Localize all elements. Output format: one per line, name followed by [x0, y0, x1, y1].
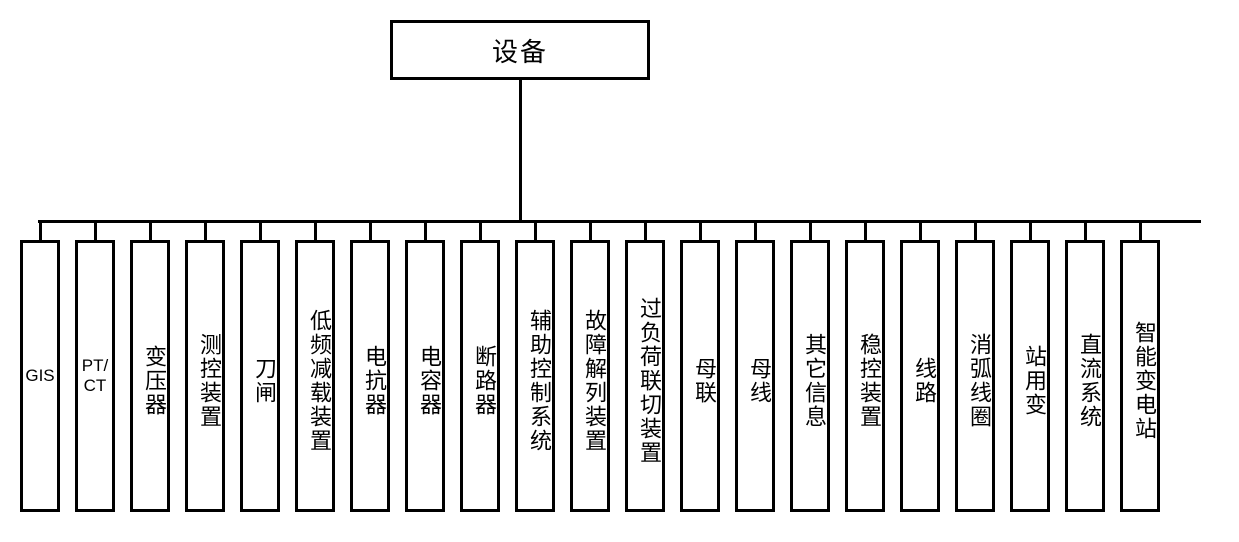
equipment-hierarchy-diagram: 设备 GIS PT/ CT 变压器 测控装置 刀闸 低频减载装置 电抗器 电容器 断路器 辅助控制系… [20, 20, 1219, 522]
child-node: 线路 [900, 240, 940, 512]
connector-drop [699, 220, 702, 240]
child-node: 断路器 [460, 240, 500, 512]
child-node: 稳控装置 [845, 240, 885, 512]
child-node: 消弧线圈 [955, 240, 995, 512]
child-label: 其它信息 [802, 333, 827, 429]
child-label: 智能变电站 [1132, 321, 1157, 441]
connector-drop [589, 220, 592, 240]
child-label: 电容器 [417, 345, 442, 417]
child-node: 智能变电站 [1120, 240, 1160, 512]
connector-drop [314, 220, 317, 240]
child-label: 电抗器 [362, 345, 387, 417]
child-node: 母联 [680, 240, 720, 512]
connector-drop [644, 220, 647, 240]
connector-drop [149, 220, 152, 240]
child-node: 过负荷联切装置 [625, 240, 665, 512]
child-node: 其它信息 [790, 240, 830, 512]
child-label: 线路 [912, 357, 937, 405]
connector-drop [479, 220, 482, 240]
connector-drop [809, 220, 812, 240]
connector-drop [94, 220, 97, 240]
connector-drop [534, 220, 537, 240]
connector-drop [369, 220, 372, 240]
connector-trunk [519, 80, 522, 220]
child-label: 测控装置 [197, 333, 222, 429]
child-node: 测控装置 [185, 240, 225, 512]
connector-drop [1029, 220, 1032, 240]
child-label: 变压器 [142, 345, 167, 417]
child-label: GIS [25, 366, 54, 386]
child-node: 电抗器 [350, 240, 390, 512]
connector-drop [39, 220, 42, 240]
child-label: PT/ CT [82, 356, 108, 395]
child-node: 站用变 [1010, 240, 1050, 512]
root-label: 设备 [492, 32, 548, 69]
child-label: 过负荷联切装置 [637, 297, 662, 465]
child-label: 稳控装置 [857, 333, 882, 429]
child-node: 低频减载装置 [295, 240, 335, 512]
child-node: 辅助控制系统 [515, 240, 555, 512]
connector-drop [1084, 220, 1087, 240]
connector-drop [1139, 220, 1142, 240]
child-label: 故障解列装置 [582, 309, 607, 453]
child-label: 直流系统 [1077, 333, 1102, 429]
connector-drop [974, 220, 977, 240]
connector-drop [919, 220, 922, 240]
child-label: 低频减载装置 [307, 309, 332, 453]
child-label: 断路器 [472, 345, 497, 417]
child-node: 刀闸 [240, 240, 280, 512]
connector-drop [864, 220, 867, 240]
child-node: 故障解列装置 [570, 240, 610, 512]
connector-drop [754, 220, 757, 240]
child-node: 电容器 [405, 240, 445, 512]
connector-bus [38, 220, 1201, 223]
child-node: GIS [20, 240, 60, 512]
child-label: 辅助控制系统 [527, 309, 552, 453]
connector-drop [259, 220, 262, 240]
child-label: 消弧线圈 [967, 333, 992, 429]
child-node: 母线 [735, 240, 775, 512]
child-label: 站用变 [1022, 345, 1047, 417]
connector-drop [424, 220, 427, 240]
child-node: 直流系统 [1065, 240, 1105, 512]
child-label: 母联 [692, 357, 717, 405]
root-node: 设备 [390, 20, 650, 80]
child-label: 刀闸 [252, 357, 277, 405]
child-label: 母线 [747, 357, 772, 405]
connector-drop [204, 220, 207, 240]
child-node: 变压器 [130, 240, 170, 512]
child-node: PT/ CT [75, 240, 115, 512]
